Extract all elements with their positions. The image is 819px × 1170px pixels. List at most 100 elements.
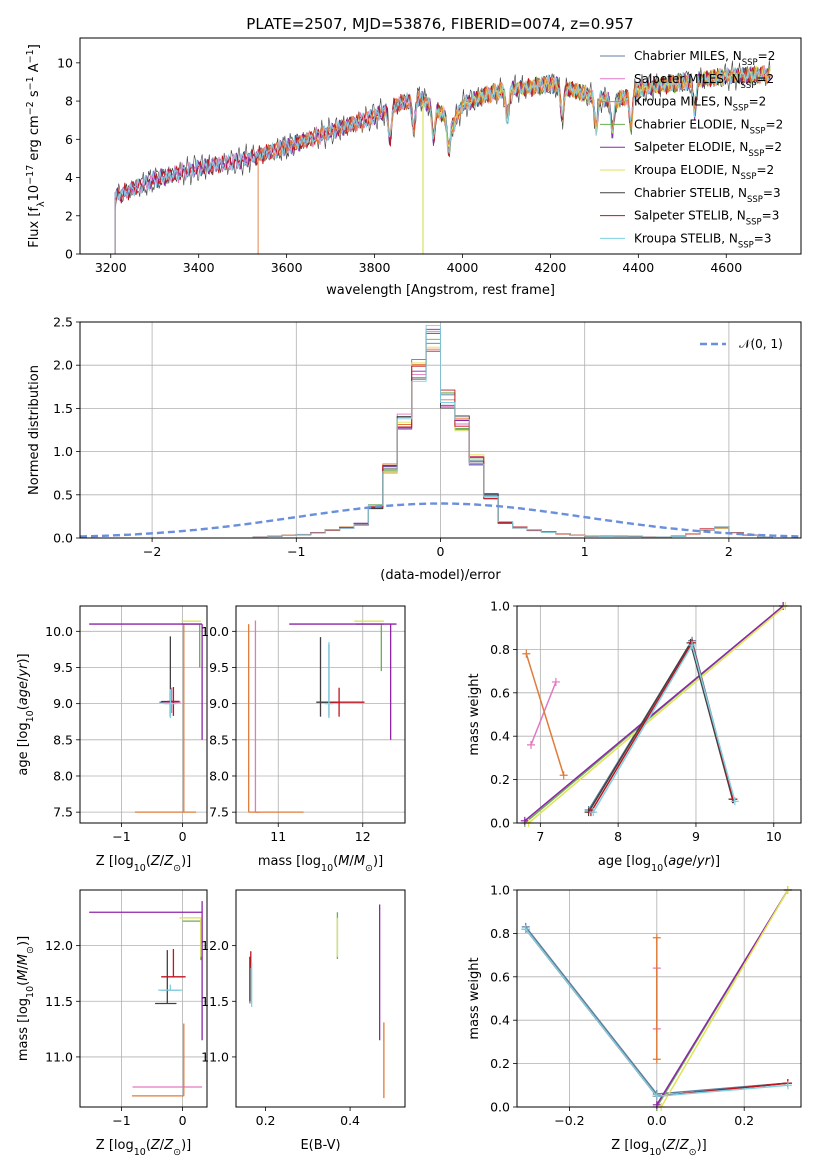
weight-vs-z-panel: −0.2 0.0 0.2 0.0 0.2 0.4 0.6 0.8 1.0 Z [log10(Z/Z…: [467, 883, 802, 1158]
legend-nssp: 2: [767, 163, 775, 177]
y-tick-label: 11.5: [201, 994, 229, 1009]
legend-nssp: 2: [759, 95, 767, 109]
spectrum-line: [114, 66, 771, 254]
y-tick-label: 6: [65, 132, 73, 147]
x-tick-label: 7: [536, 829, 544, 844]
x-axis-label: wavelength [Angstrom, rest frame]: [326, 283, 555, 298]
age-vs-mass-panel: 11 12 7.5 8.0 8.5 9.0 9.5 10.0 mass [log10(M/M⊙)…: [201, 605, 406, 874]
weight-series-line: [656, 889, 789, 1106]
legend-label: Chabrier ELODIE, NSSP=2: [634, 117, 783, 136]
legend-model-name: Kroupa ELODIE: [634, 163, 724, 177]
legend-model-name: Salpeter MILES: [634, 72, 724, 86]
legend: Chabrier MILES, NSSP=2 Salpeter MILES, NS…: [600, 49, 783, 250]
legend-label: Salpeter STELIB, NSSP=3: [634, 209, 779, 228]
legend-model-name: Kroupa MILES: [634, 95, 716, 109]
mass-vs-z-panel: −1 0 11.0 11.5 12.0 Z [log10(Z/Z⊙)] mass [log1…: [16, 889, 208, 1158]
x-tick-label: 3200: [95, 260, 127, 275]
x-tick-label: 1: [581, 544, 589, 559]
x-axis-label: mass [log10(M/M⊙)]: [258, 854, 383, 874]
y-tick-label: 10.0: [201, 624, 229, 639]
y-tick-label: 0.2: [490, 772, 510, 787]
legend-nssp: 2: [776, 117, 784, 131]
x-tick-label: −2: [143, 544, 161, 559]
y-tick-label: 1.0: [490, 883, 510, 898]
legend-model-name: Salpeter ELODIE: [634, 140, 732, 154]
x-axis-label: Z [log10(Z/Z⊙)]: [611, 1138, 706, 1158]
x-tick-label: 3400: [183, 260, 215, 275]
legend-nssp: 2: [768, 49, 776, 63]
weight-series-line: [525, 653, 565, 776]
legend-nssp: 3: [772, 209, 780, 223]
spectrum-line: [257, 65, 771, 254]
weight-series-line: [660, 889, 789, 1108]
y-tick-label: 0.8: [490, 642, 510, 657]
weight-point-marker: [559, 771, 568, 780]
y-tick-label: 0.0: [490, 816, 510, 831]
x-tick-label: 0.4: [340, 1113, 360, 1128]
grid-lines: [80, 606, 207, 823]
legend-label: Salpeter ELODIE, NSSP=2: [634, 140, 782, 159]
weight-vs-age-panel: 7 8 9 10 0.0 0.2 0.4 0.6 0.8 1.0 age [log10(age/yr…: [467, 599, 802, 874]
grid-lines: [236, 606, 405, 823]
y-tick-label: 12.0: [201, 938, 229, 953]
grid-lines: [80, 890, 207, 1107]
y-axis-label: mass weight: [467, 957, 482, 1039]
plot-frame: [235, 889, 406, 1108]
x-tick-label: 0.2: [256, 1113, 276, 1128]
y-tick-label: 0.0: [53, 531, 73, 546]
y-tick-label: 9.0: [209, 696, 229, 711]
x-tick-label: 4400: [622, 260, 654, 275]
y-tick-label: 0.0: [490, 1100, 510, 1115]
weight-point-marker: [688, 641, 697, 650]
weight-point-marker: [521, 925, 530, 934]
x-tick-label: 12: [355, 829, 371, 844]
y-tick-label: 7.5: [209, 805, 229, 820]
legend-label: Chabrier MILES, NSSP=2: [634, 49, 775, 68]
legend-label: 𝒩(0, 1): [739, 337, 783, 351]
weight-point-marker: [589, 808, 598, 817]
y-tick-label: 0: [65, 247, 73, 262]
y-tick-label: 2: [65, 208, 73, 223]
legend-nssp: 3: [764, 231, 772, 245]
y-tick-label: 11.5: [45, 994, 73, 1009]
x-tick-label: 0: [179, 1113, 187, 1128]
x-tick-label: −1: [112, 829, 130, 844]
y-tick-label: 9.5: [209, 660, 229, 675]
y-axis-label: age [log10(age/yr)]: [16, 653, 36, 775]
y-tick-label: 9.5: [53, 660, 73, 675]
y-tick-label: 0.4: [490, 1013, 510, 1028]
y-tick-label: 9.0: [53, 696, 73, 711]
residuals-panel: −2 −1 0 1 2 0.0 0.5 1.0 1.5 2.0 2.5 (data-model)/er…: [27, 315, 802, 583]
x-tick-label: 2: [725, 544, 733, 559]
x-tick-label: 0: [437, 544, 445, 559]
x-tick-label: 8: [614, 829, 622, 844]
legend-label: Salpeter MILES, NSSP=2: [634, 72, 774, 91]
legend-nssp: 2: [767, 72, 775, 86]
x-axis-label: Z [log10(Z/Z⊙)]: [96, 854, 191, 874]
y-tick-label: 11.0: [201, 1049, 229, 1064]
plot-frame: [516, 889, 802, 1108]
weight-series-line: [530, 681, 557, 746]
weight-series-line: [528, 605, 786, 824]
weight-point-marker: [652, 933, 661, 942]
y-tick-label: 8.5: [53, 732, 73, 747]
y-axis-label: mass weight: [467, 673, 482, 755]
x-tick-label: 3600: [271, 260, 303, 275]
spectrum-line: [114, 66, 771, 254]
y-tick-label: 8.0: [53, 768, 73, 783]
legend-nssp: 3: [773, 186, 781, 200]
x-axis-label: (data-model)/error: [380, 568, 501, 583]
y-axis-label: Flux [fλ10−17 erg cm−2 s−1 A−1]: [25, 44, 47, 248]
y-tick-label: 12.0: [45, 938, 73, 953]
weight-point-marker: [527, 740, 536, 749]
weight-point-marker: [652, 1092, 661, 1101]
x-tick-label: 0.0: [647, 1113, 667, 1128]
y-tick-label: 1.0: [490, 599, 510, 614]
x-tick-label: −0.2: [554, 1113, 584, 1128]
x-tick-label: 4200: [535, 260, 567, 275]
spectrum-panel: 3200 3400 3600 3800 4000 4200 4400 4600 0 2 4 6 8 10 w…: [25, 37, 802, 298]
y-tick-label: 8: [65, 94, 73, 109]
x-axis-label: Z [log10(Z/Z⊙)]: [96, 1138, 191, 1158]
y-tick-label: 0.4: [490, 729, 510, 744]
